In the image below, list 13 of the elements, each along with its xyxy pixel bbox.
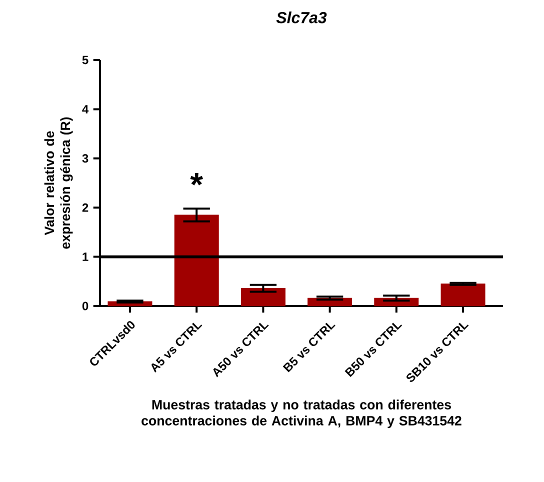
y-tick-label: 3 xyxy=(82,154,88,163)
y-tick-label: 2 xyxy=(82,203,88,212)
chart-title: Slc7a3 xyxy=(276,12,327,24)
x-axis-title: Muestras tratadas y no tratadas con diferentes concentraciones de Activina A, BMP4 y SB431542 xyxy=(142,400,462,428)
y-tick-label: 4 xyxy=(82,105,89,114)
y-tick-label: 1 xyxy=(82,252,88,261)
y-axis-title: Valor relativo de expresión génica (R) xyxy=(44,117,73,249)
y-tick-label: 0 xyxy=(82,302,88,310)
annotation: * xyxy=(190,173,204,186)
bar xyxy=(174,214,219,306)
bar xyxy=(440,284,486,306)
bar xyxy=(240,288,286,306)
y-tick-label: 5 xyxy=(82,56,88,64)
